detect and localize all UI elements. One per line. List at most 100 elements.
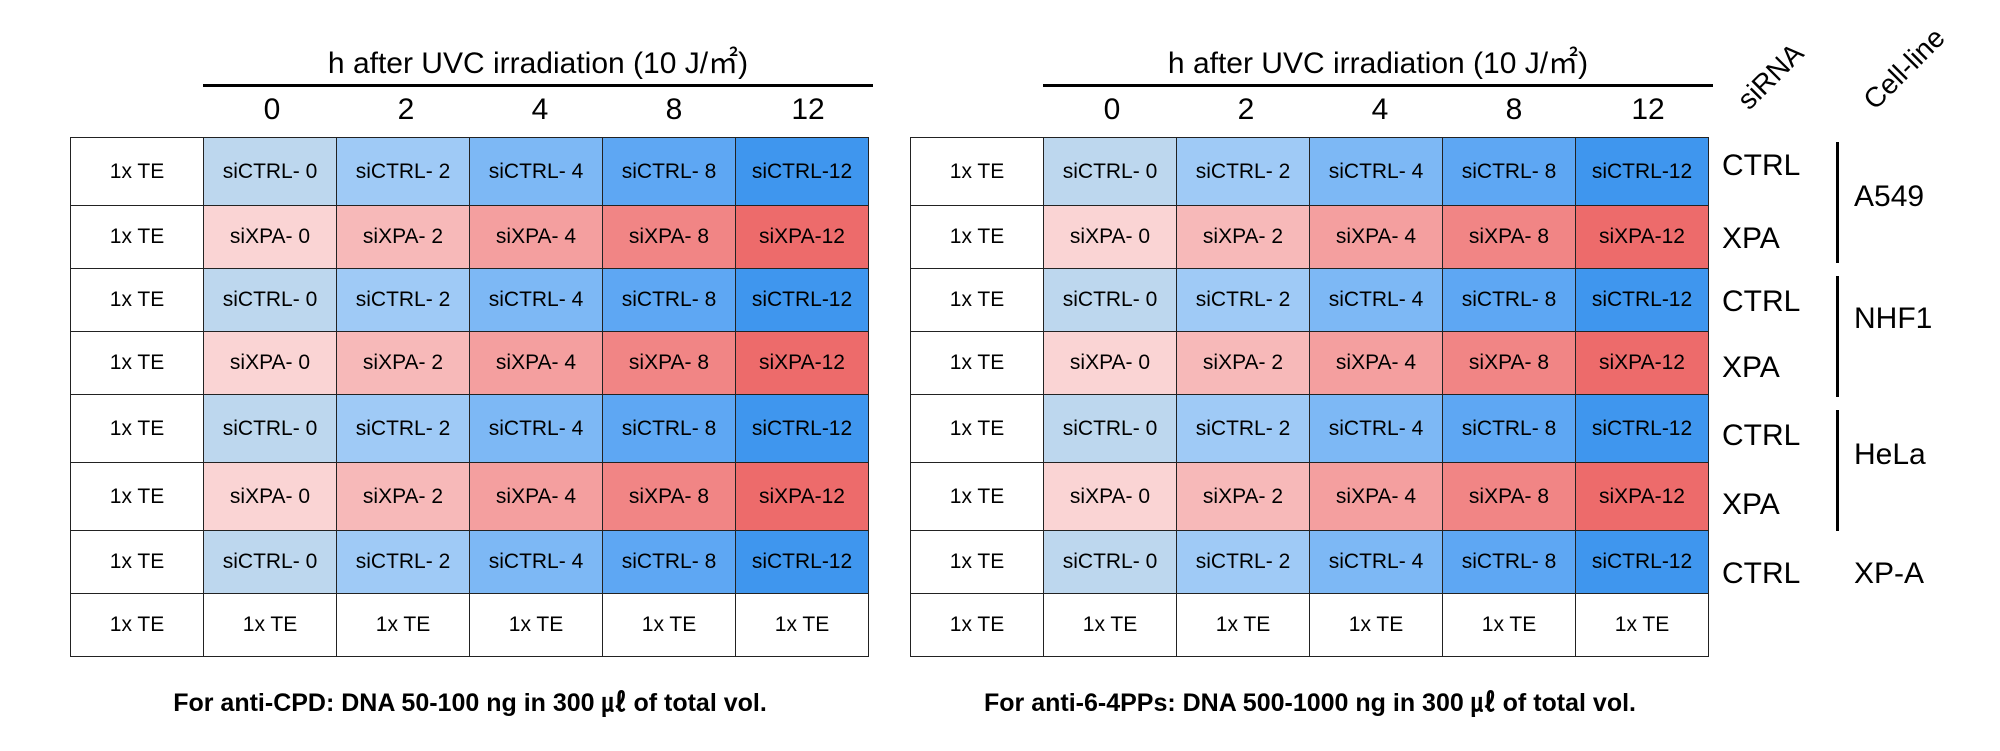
- plate-well: siCTRL-12: [1575, 394, 1709, 463]
- plate-well: siCTRL- 8: [602, 137, 736, 206]
- plate-well: 1x TE: [602, 593, 736, 657]
- cell-line-label-a549: A549: [1854, 180, 1925, 213]
- plate-well: siXPA- 0: [1043, 331, 1177, 395]
- plate-well: siXPA- 8: [602, 462, 736, 531]
- sirna-column-header: siRNA: [1731, 37, 1810, 116]
- sirna-label: CTRL: [1722, 419, 1801, 452]
- plate-well: siXPA- 4: [469, 205, 603, 269]
- left-note: For anti-CPD: DNA 50-100 ng in 300 ㎕ of …: [173, 689, 767, 717]
- plate-well: 1x TE: [910, 331, 1044, 395]
- plate-well: siXPA-12: [1575, 462, 1709, 531]
- plate-well: siCTRL- 4: [469, 530, 603, 594]
- plate-well: 1x TE: [469, 593, 603, 657]
- plate-well: siCTRL- 4: [1309, 394, 1443, 463]
- plate-well: siCTRL-12: [1575, 137, 1709, 206]
- plate-well: 1x TE: [70, 268, 204, 332]
- plate-well: 1x TE: [910, 394, 1044, 463]
- sirna-label: XPA: [1722, 222, 1780, 255]
- left-time-points: 0 2 4 8 12: [205, 90, 875, 130]
- right-header-title: h after UVC irradiation (10 J/㎡): [1167, 47, 1589, 80]
- plate-well: siXPA- 2: [336, 331, 470, 395]
- plate-well: 1x TE: [910, 462, 1044, 531]
- plate-well: siCTRL- 0: [203, 137, 337, 206]
- plate-well: siXPA- 2: [336, 205, 470, 269]
- plate-well: 1x TE: [70, 530, 204, 594]
- plate-well: siXPA- 4: [469, 331, 603, 395]
- plate-well: siCTRL-12: [1575, 530, 1709, 594]
- plate-well: siCTRL- 4: [1309, 268, 1443, 332]
- plate-well: siXPA- 2: [336, 462, 470, 531]
- plate-well: siXPA- 8: [1442, 462, 1576, 531]
- plate-row: 1x TE siXPA- 0 siXPA- 2 siXPA- 4 siXPA- 8 siX…: [70, 331, 869, 395]
- plate-well: 1x TE: [910, 268, 1044, 332]
- time-point-4: 4: [1371, 93, 1389, 126]
- plate-well: siXPA- 2: [1176, 331, 1310, 395]
- plate-well: 1x TE: [70, 331, 204, 395]
- plate-well: siCTRL- 0: [203, 268, 337, 332]
- time-point-12: 12: [791, 93, 825, 126]
- plate-well: siCTRL-12: [1575, 268, 1709, 332]
- plate-well: siXPA-12: [735, 205, 869, 269]
- plate-row: 1x TE siCTRL- 0 siCTRL- 2 siCTRL- 4 siCTRL- …: [910, 394, 1709, 463]
- right-plate-layout: 1x TE siCTRL- 0 siCTRL- 2 siCTRL- 4 siCTRL- …: [910, 137, 1709, 657]
- plate-well: siCTRL- 2: [336, 137, 470, 206]
- plate-row: 1x TE siXPA- 0 siXPA- 2 siXPA- 4 siXPA- 8 siX…: [70, 462, 869, 531]
- plate-well: siCTRL- 2: [336, 268, 470, 332]
- left-plate-layout: 1x TE siCTRL- 0 siCTRL- 2 siCTRL- 4 siCTRL- …: [70, 137, 869, 657]
- plate-well: 1x TE: [70, 462, 204, 531]
- cell-line-label-hela: HeLa: [1854, 438, 1926, 471]
- plate-well: 1x TE: [336, 593, 470, 657]
- plate-well: siCTRL- 2: [1176, 137, 1310, 206]
- plate-row: 1x TE 1x TE 1x TE 1x TE 1x TE 1x TE: [70, 593, 869, 657]
- plate-row: 1x TE siCTRL- 0 siCTRL- 2 siCTRL- 4 siCTRL- …: [910, 268, 1709, 332]
- plate-well: siCTRL- 0: [1043, 268, 1177, 332]
- plate-well: siCTRL- 2: [336, 394, 470, 463]
- plate-row: 1x TE siCTRL- 0 siCTRL- 2 siCTRL- 4 siCTRL- …: [910, 530, 1709, 594]
- plate-well: siCTRL- 4: [1309, 530, 1443, 594]
- plate-well: siCTRL- 0: [1043, 137, 1177, 206]
- plate-well: 1x TE: [910, 530, 1044, 594]
- plate-well: siCTRL- 0: [203, 394, 337, 463]
- plate-well: siXPA- 8: [602, 331, 736, 395]
- plate-well: siCTRL-12: [735, 394, 869, 463]
- plate-well: siXPA- 0: [1043, 462, 1177, 531]
- plate-well: siCTRL- 8: [1442, 268, 1576, 332]
- plate-well: siCTRL- 4: [1309, 137, 1443, 206]
- time-point-0: 0: [1103, 93, 1121, 126]
- time-point-12: 12: [1631, 93, 1665, 126]
- plate-well: siXPA- 4: [1309, 205, 1443, 269]
- plate-well: siCTRL- 8: [1442, 530, 1576, 594]
- plate-well: siCTRL-12: [735, 137, 869, 206]
- plate-well: 1x TE: [1309, 593, 1443, 657]
- plate-well: siXPA-12: [735, 462, 869, 531]
- plate-well: siXPA- 2: [1176, 205, 1310, 269]
- right-note: For anti-6-4PPs: DNA 500-1000 ng in 300 …: [983, 689, 1636, 717]
- plate-well: siCTRL- 8: [602, 530, 736, 594]
- plate-row: 1x TE siCTRL- 0 siCTRL- 2 siCTRL- 4 siCTRL- …: [70, 137, 869, 206]
- plate-well: siCTRL- 8: [602, 268, 736, 332]
- left-header-title: h after UVC irradiation (10 J/㎡): [327, 47, 749, 80]
- plate-well: siXPA-12: [735, 331, 869, 395]
- sirna-label: XPA: [1722, 488, 1780, 521]
- plate-well: siXPA- 8: [602, 205, 736, 269]
- time-point-8: 8: [1505, 93, 1523, 126]
- time-point-0: 0: [263, 93, 281, 126]
- plate-well: 1x TE: [910, 593, 1044, 657]
- plate-well: siCTRL- 2: [1176, 394, 1310, 463]
- plate-row: 1x TE siCTRL- 0 siCTRL- 2 siCTRL- 4 siCTRL- …: [70, 530, 869, 594]
- plate-row: 1x TE siCTRL- 0 siCTRL- 2 siCTRL- 4 siCTRL- …: [910, 137, 1709, 206]
- plate-well: 1x TE: [70, 205, 204, 269]
- plate-well: siXPA-12: [1575, 331, 1709, 395]
- cell-line-label-xpa: XP-A: [1854, 557, 1925, 590]
- left-header-line: [203, 84, 873, 87]
- plate-well: 1x TE: [910, 205, 1044, 269]
- plate-well: siXPA- 0: [1043, 205, 1177, 269]
- plate-well: siCTRL- 2: [336, 530, 470, 594]
- plate-well: siXPA- 8: [1442, 205, 1576, 269]
- time-point-8: 8: [665, 93, 683, 126]
- plate-well: siCTRL-12: [735, 530, 869, 594]
- plate-well: siCTRL- 8: [602, 394, 736, 463]
- plate-well: 1x TE: [1176, 593, 1310, 657]
- plate-well: siCTRL- 8: [1442, 394, 1576, 463]
- plate-well: siCTRL- 2: [1176, 530, 1310, 594]
